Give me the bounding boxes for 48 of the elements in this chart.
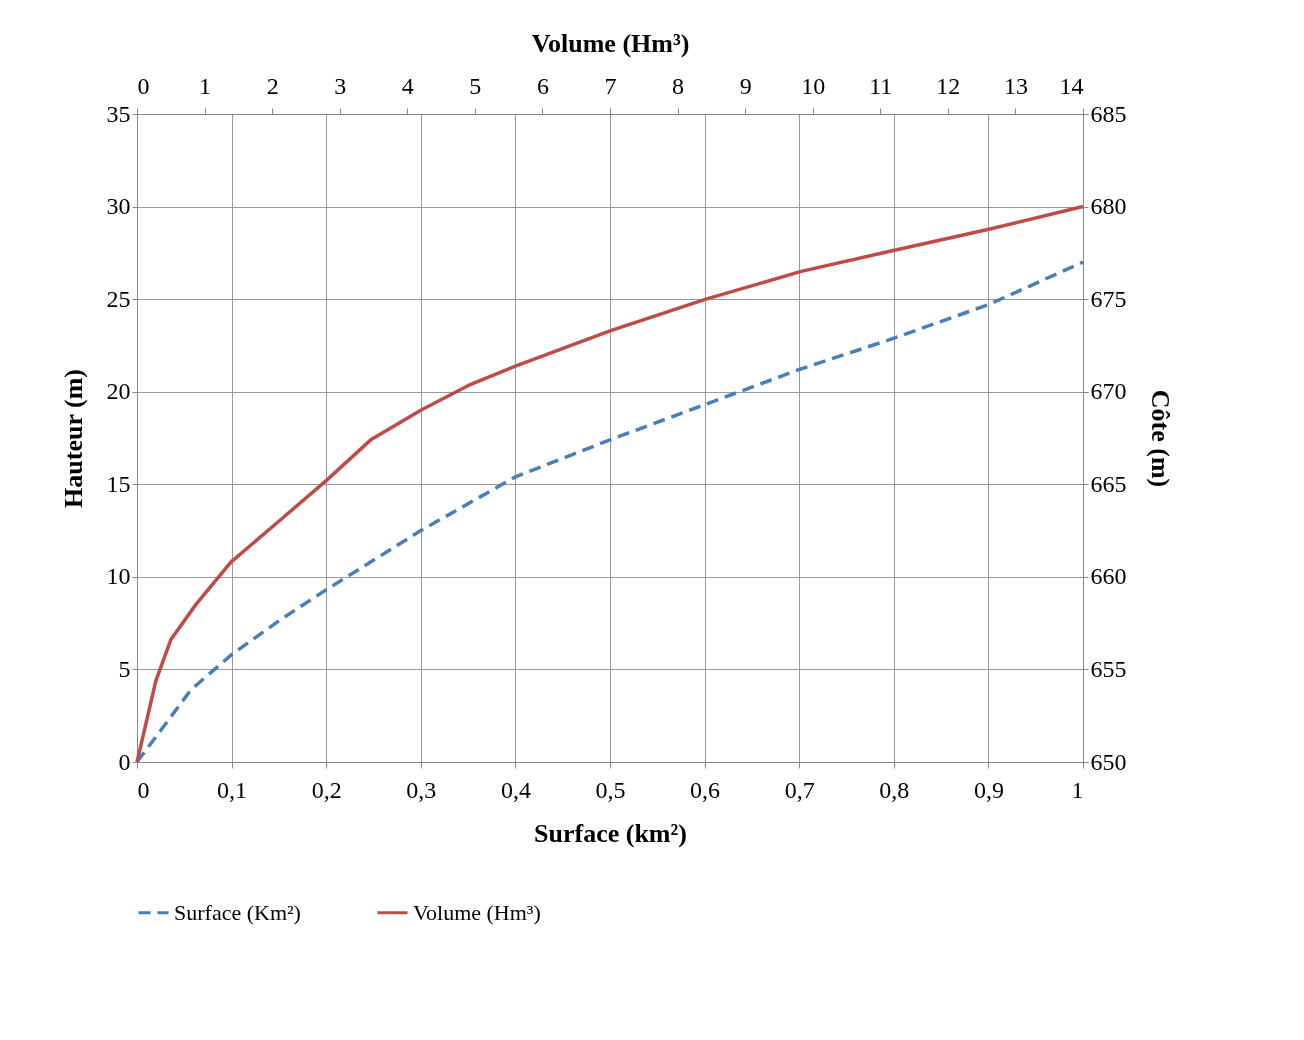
x-tick-label: 0,9 [973,776,1004,803]
y-tick-label: 20 [106,378,131,405]
y2-tick-label: 660 [1090,563,1127,590]
x-tick-label: 0,8 [879,776,910,803]
x-tick-label: 1 [1071,776,1084,803]
y-axis-title: Hauteur (m) [58,369,88,508]
x-tick-label: 0,2 [311,776,342,803]
x2-tick-label: 4 [401,72,414,99]
x-tick-label: 0,4 [500,776,531,803]
x-tick-label: 0,7 [784,776,815,803]
y2-tick-label: 650 [1090,748,1127,775]
y-tick-label: 15 [106,470,131,497]
x2-tick-label: 10 [801,72,826,99]
x-tick-label: 0,5 [595,776,626,803]
legend-label: Volume (Hm³) [413,899,541,925]
y2-axis-title: Côte (m) [1145,389,1175,488]
x2-tick-label: 14 [1059,72,1084,99]
y-tick-label: 25 [106,285,131,312]
y2-tick-label: 655 [1090,655,1127,682]
y-tick-label: 35 [106,100,131,127]
y-tick-label: 5 [118,655,131,682]
y-tick-label: 10 [106,563,131,590]
x2-tick-label: 3 [334,72,347,99]
x2-tick-label: 9 [739,72,752,99]
x2-tick-label: 7 [604,72,617,99]
x2-tick-label: 2 [266,72,279,99]
x-tick-label: 0 [137,776,150,803]
y2-tick-label: 675 [1090,285,1127,312]
x2-tick-label: 13 [1003,72,1028,99]
x-axis-title: Surface (km²) [534,818,687,848]
y2-tick-label: 680 [1090,193,1127,220]
y-tick-label: 0 [118,748,131,775]
x2-tick-label: 11 [869,72,893,99]
x2-axis-title: Volume (Hm³) [531,28,690,58]
y2-tick-label: 665 [1090,470,1127,497]
x-tick-label: 0,6 [690,776,721,803]
y2-tick-label: 685 [1090,100,1127,127]
x2-tick-label: 8 [672,72,685,99]
y2-tick-label: 670 [1090,378,1127,405]
x2-tick-label: 6 [536,72,549,99]
x2-tick-label: 12 [936,72,961,99]
x2-tick-label: 0 [137,72,150,99]
x-tick-label: 0,1 [217,776,248,803]
x2-tick-label: 5 [469,72,482,99]
x-tick-label: 0,3 [406,776,437,803]
y-tick-label: 30 [106,193,131,220]
legend-label: Surface (Km²) [174,899,301,925]
x2-tick-label: 1 [199,72,212,99]
